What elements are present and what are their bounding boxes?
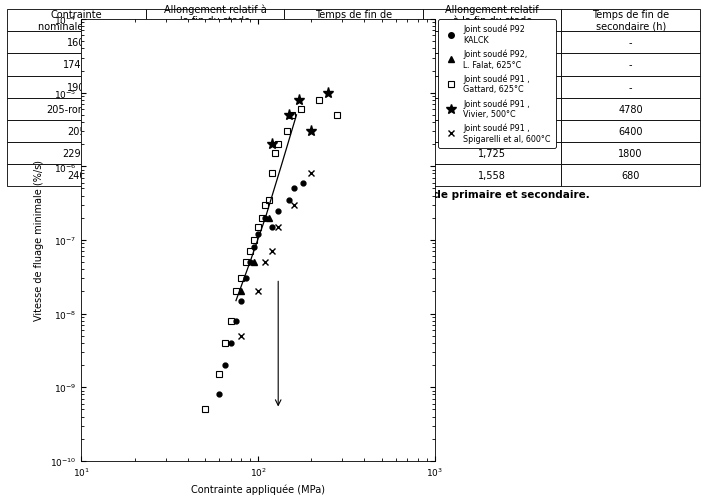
Y-axis label: Vitesse de fluage minimale (%/s): Vitesse de fluage minimale (%/s) bbox=[35, 160, 45, 321]
Text: Tableau 3 : Allongement relatif et temps de fin de stade primaire et secondaire.: Tableau 3 : Allongement relatif et temps… bbox=[117, 190, 590, 200]
Legend: Joint soudé P92
KALCK, Joint soudé P92,
L. Falat, 625°C, Joint soudé P91 ,
Gatta: Joint soudé P92 KALCK, Joint soudé P92, … bbox=[438, 20, 556, 148]
X-axis label: Contrainte appliquée (MPa): Contrainte appliquée (MPa) bbox=[191, 483, 325, 494]
